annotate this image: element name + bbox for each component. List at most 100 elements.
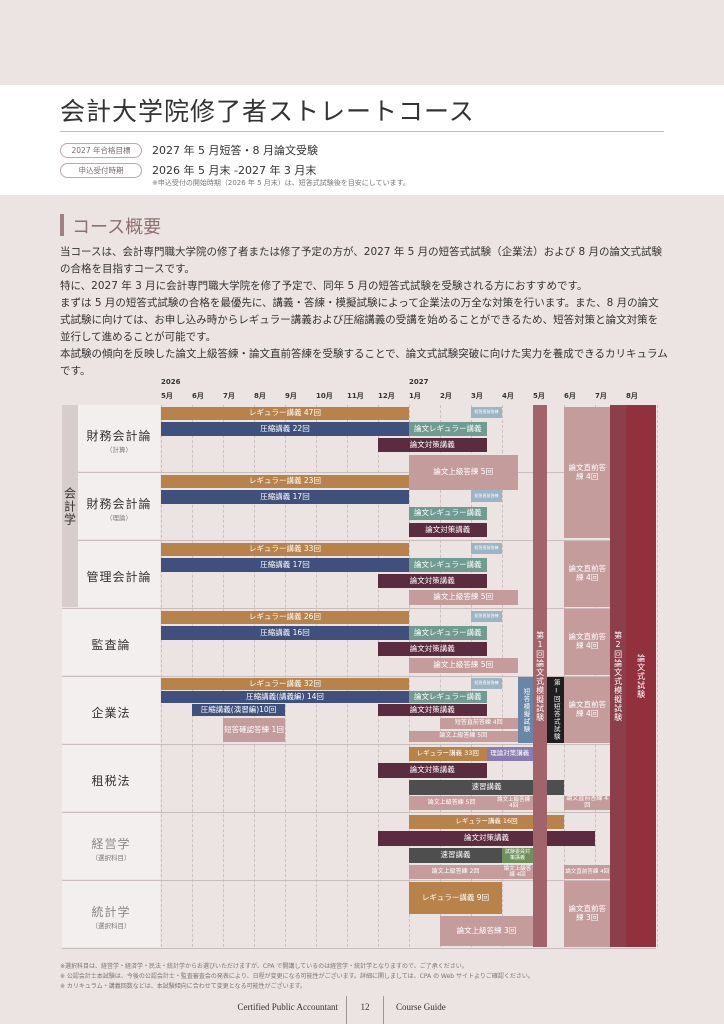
bar: 短答直前答練 bbox=[471, 490, 502, 502]
bar: 短答直前答練 bbox=[471, 611, 502, 622]
bar: 論文直前答練 4回 bbox=[564, 609, 611, 675]
bar: 論文レギュラー講義 bbox=[409, 691, 487, 703]
bar: 論文直前答練 4回 bbox=[564, 796, 611, 810]
footnote: ※選択科目は、経営学・経済学・民法・統計学からお選びいただけますが、CPA で開… bbox=[60, 963, 468, 970]
row-line bbox=[62, 812, 656, 813]
month-label: 7月 bbox=[223, 392, 235, 400]
bar: 理論対策講義 bbox=[486, 747, 533, 761]
bar: 論文対策講義 bbox=[378, 704, 487, 716]
month-label: 5月 bbox=[161, 392, 173, 400]
bar: 論文上級答練 5回 bbox=[409, 590, 518, 605]
group-cell: 会計学 bbox=[62, 405, 78, 607]
row-text: 2027 年 5 月短答・8 月論文受験 bbox=[152, 144, 318, 157]
label-pill: 2027 年合格目標 bbox=[60, 143, 142, 158]
bar: 短答直前答練 4回 bbox=[440, 718, 518, 729]
footer-sep bbox=[346, 996, 347, 1024]
row-cell bbox=[62, 609, 160, 675]
bar: 論文直前答練 4回 bbox=[564, 407, 611, 538]
footnote: ※ カリキュラム・講義回数などは、本試験傾向に合わせて変更となる可能性がございま… bbox=[60, 983, 306, 990]
row-line bbox=[62, 948, 656, 949]
footer-left: Certified Public Accountant bbox=[237, 1002, 338, 1012]
bar: レギュラー講義 33回 bbox=[161, 543, 409, 556]
subject-sub: （理論） bbox=[106, 514, 132, 522]
subject-name: 管理会計論 bbox=[86, 570, 152, 584]
page-number: 12 bbox=[360, 1002, 370, 1012]
label-pill: 申込受付時期 bbox=[60, 163, 142, 178]
exam-column: 論文式試験 bbox=[626, 405, 656, 947]
bar: 短答直前答練 bbox=[471, 678, 502, 689]
bar: 短答直前答練 bbox=[471, 543, 502, 554]
bar: 論文直前答練 4回 bbox=[564, 541, 611, 607]
row-cell bbox=[78, 473, 160, 539]
row-line bbox=[62, 676, 656, 677]
note: ※申込受付の開始時期（2026 年 5 月末）は、短答式試験後を目安にしています… bbox=[152, 179, 410, 187]
bar: 圧縮講義 22回 bbox=[161, 422, 409, 436]
month-label: 11月 bbox=[347, 392, 364, 400]
row-line bbox=[62, 880, 656, 881]
heading-mark bbox=[60, 214, 64, 236]
bar: 速習講義 bbox=[409, 780, 564, 795]
subject-sub: （選択科目） bbox=[91, 922, 131, 930]
year-label: 2027 bbox=[409, 378, 429, 386]
bar: 論文対策講義 bbox=[378, 438, 487, 452]
paragraph: 当コースは、会計専門職大学院の修了者または修了予定の方が、2027 年 5 月の… bbox=[60, 246, 663, 275]
subject-sub: （計算） bbox=[106, 446, 132, 454]
subject-name: 統計学 bbox=[91, 905, 131, 919]
month-label: 2月 bbox=[440, 392, 452, 400]
grid-line bbox=[657, 405, 658, 947]
subject-name: 企業法 bbox=[91, 706, 131, 720]
bar: 論文直前答練 4回 bbox=[564, 865, 611, 879]
month-label: 6月 bbox=[564, 392, 576, 400]
subject-name: 監査論 bbox=[91, 638, 131, 652]
bar: 論文直前答練 3回 bbox=[564, 881, 611, 947]
bar: 短答確認答練 1回 bbox=[223, 718, 285, 742]
bar: 論文上級答練 5回 bbox=[409, 796, 495, 810]
month-label: 6月 bbox=[192, 392, 204, 400]
bar: 論文レギュラー講義 bbox=[409, 626, 487, 640]
subject-name: 経営学 bbox=[91, 837, 131, 851]
title: 会計大学院修了者ストレートコース bbox=[60, 97, 475, 126]
month-label: 4月 bbox=[502, 392, 514, 400]
bar: レギュラー講義 16回 bbox=[409, 815, 564, 829]
bar: 論文上級答練 2回 bbox=[409, 865, 502, 879]
bar: 論文対策講義 bbox=[378, 763, 487, 778]
bar: 論文上級答練 3回 bbox=[440, 916, 533, 946]
subject-sub: （選択科目） bbox=[91, 854, 131, 862]
month-label: 1月 bbox=[409, 392, 421, 400]
month-label: 7月 bbox=[595, 392, 607, 400]
row-cell bbox=[62, 881, 160, 947]
footer-sep bbox=[383, 996, 384, 1024]
footnote: ※ 公認会計士本試験は、今後の公認会計士・監査審査会の発表により、日程が変更にな… bbox=[60, 973, 534, 980]
bar: 速習講義 bbox=[409, 848, 502, 863]
row-text: 2026 年 5 月末 -2027 年 3 月末 bbox=[152, 164, 317, 177]
bar: 論文上級答練 5回 bbox=[409, 455, 518, 490]
row-line bbox=[62, 744, 656, 745]
month-label: 8月 bbox=[626, 392, 638, 400]
row-cell bbox=[78, 405, 160, 471]
bar: レギュラー講義 32回 bbox=[161, 678, 409, 690]
bar: 論文対策講義 bbox=[409, 523, 487, 537]
bar: 論文上級答練 4回 bbox=[494, 796, 533, 810]
bar: 第Ⅰ回短答式試験 bbox=[546, 677, 564, 743]
bar: 圧縮講義(講義編) 14回 bbox=[161, 691, 409, 703]
section-heading: コース概要 bbox=[72, 217, 162, 238]
header-band bbox=[0, 85, 724, 195]
bar: レギュラー講義 9回 bbox=[409, 882, 502, 914]
bar: 論文上級答練 5回 bbox=[409, 731, 518, 742]
bar: 論文レギュラー講義 bbox=[409, 422, 487, 436]
footer-right: Course Guide bbox=[396, 1002, 446, 1012]
paragraph: 特に、2027 年 3 月に会計専門職大学院を修了予定で、同年 5 月の短答式試… bbox=[60, 280, 588, 292]
row-line bbox=[62, 540, 656, 541]
exam-column: 第1回論文式模擬試験 bbox=[533, 405, 547, 947]
month-label: 3月 bbox=[471, 392, 483, 400]
bar: レギュラー講義 33回 bbox=[409, 747, 487, 761]
bar: 圧縮講義 16回 bbox=[161, 626, 409, 640]
row-line bbox=[62, 608, 656, 609]
year-label: 2026 bbox=[161, 378, 181, 386]
subject-name: 財務会計論 bbox=[86, 429, 152, 443]
row-cell bbox=[62, 813, 160, 879]
bar: 論文直前答練 4回 bbox=[564, 677, 611, 743]
subject-name: 租税法 bbox=[91, 774, 131, 788]
